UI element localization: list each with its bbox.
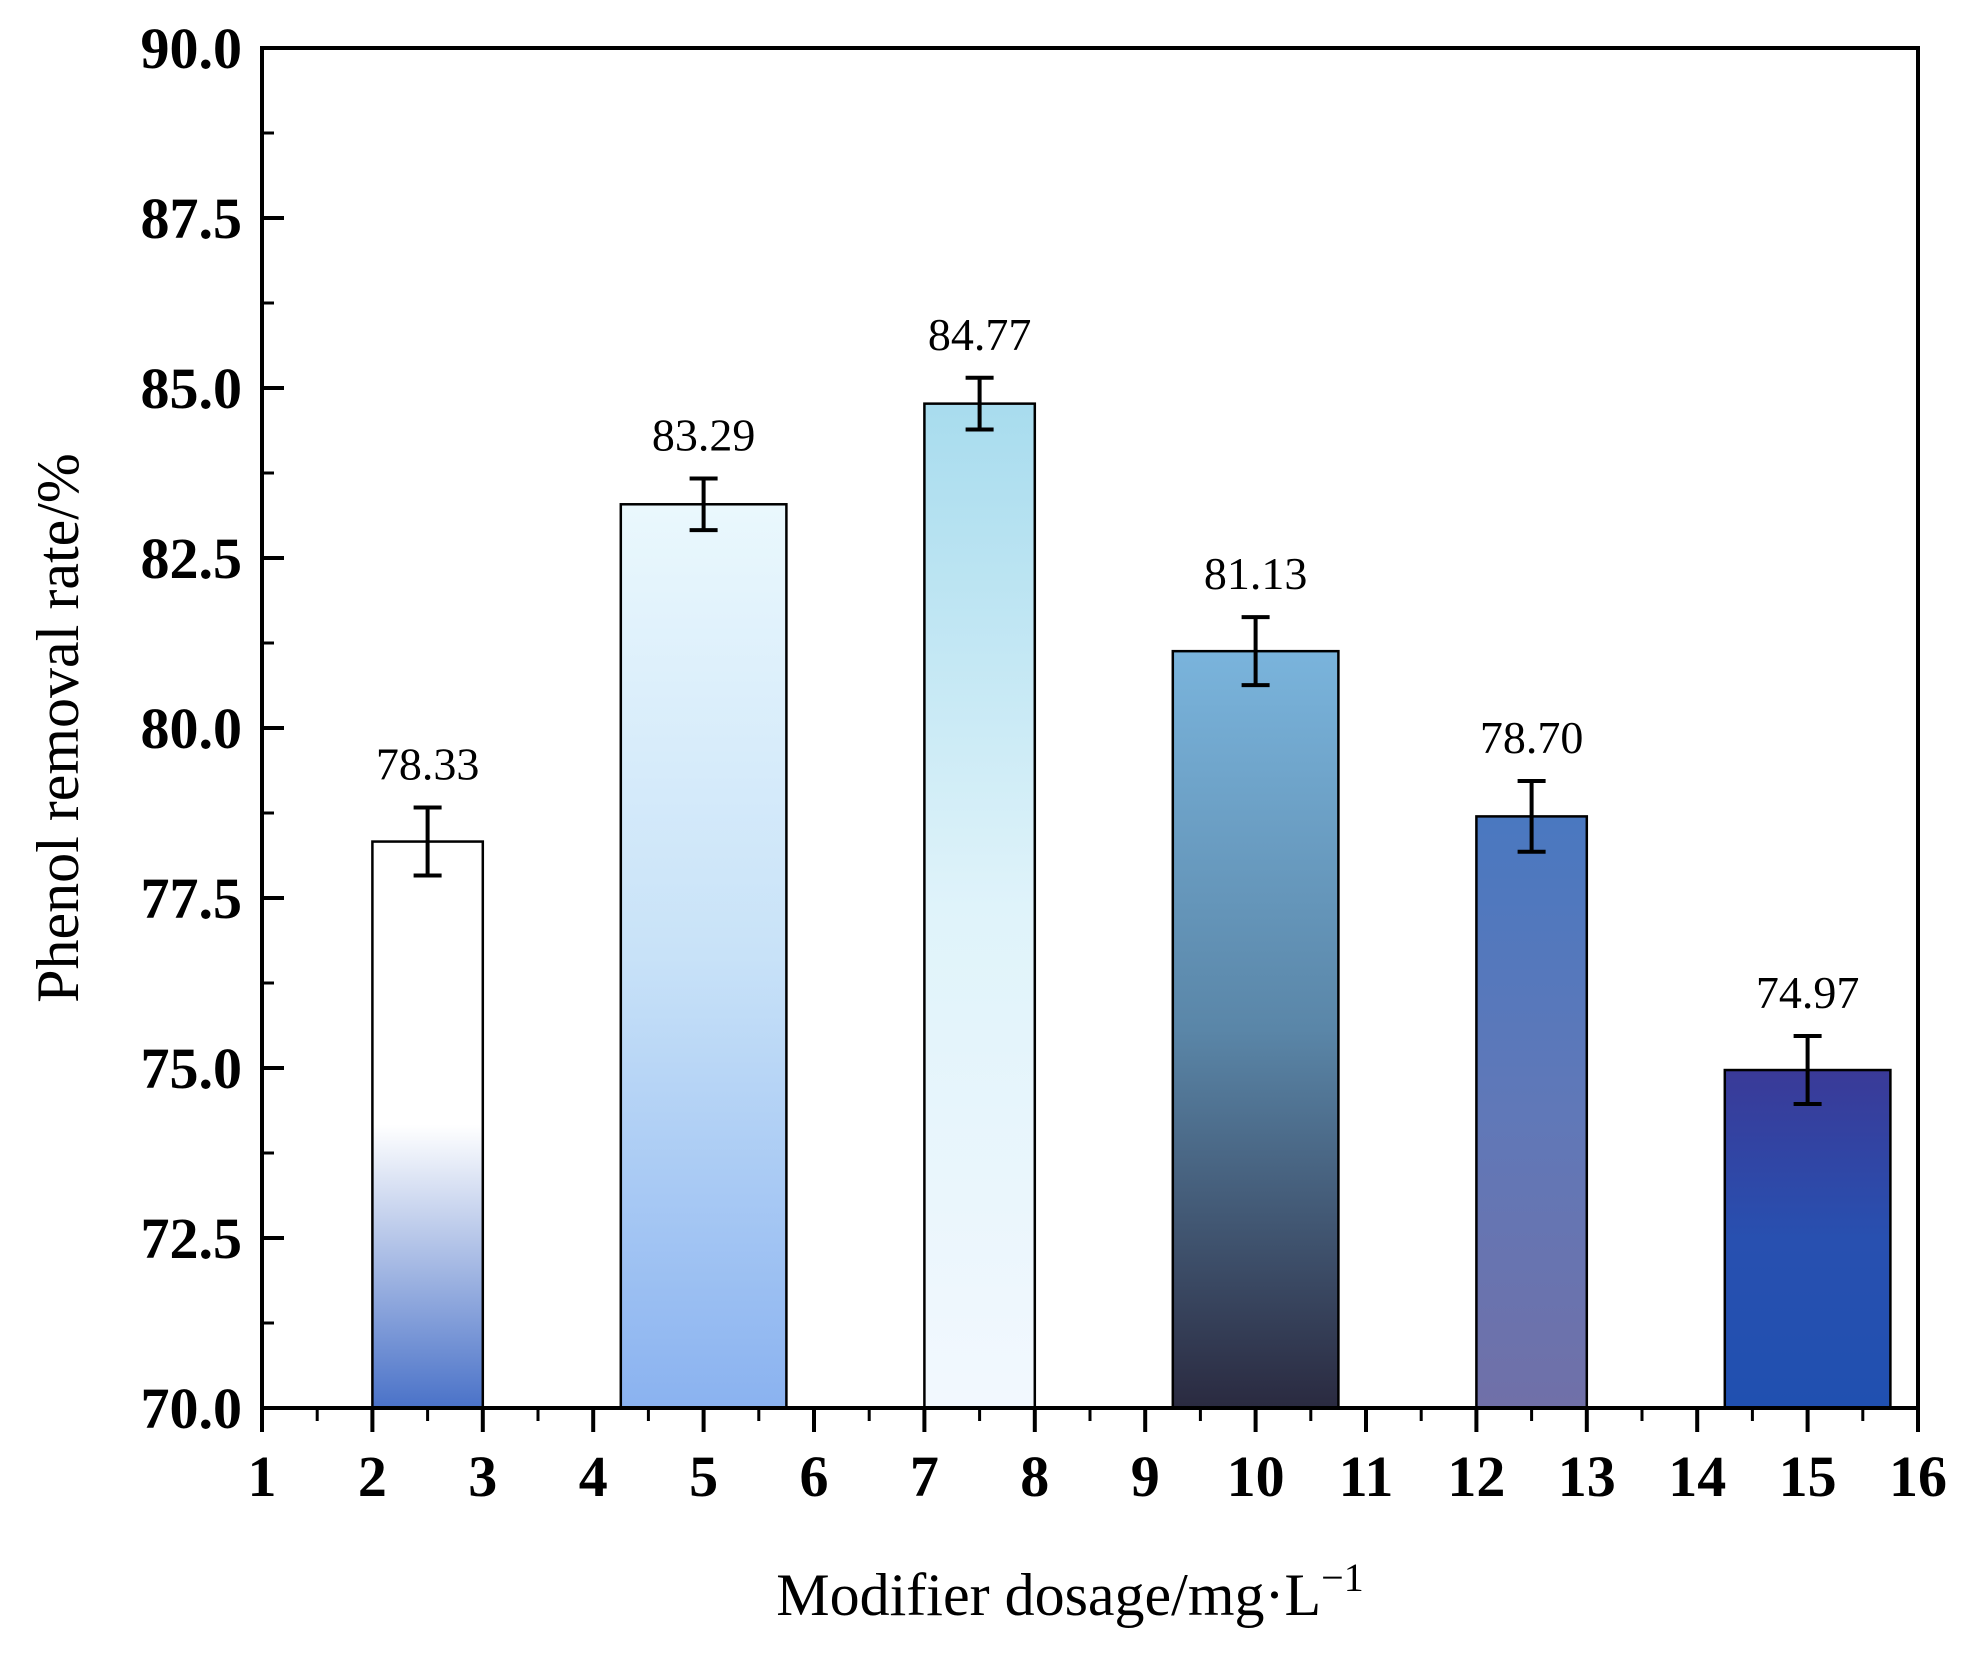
y-tick-label: 90.0	[141, 16, 243, 81]
bar-2	[619, 503, 788, 1410]
axes-layer: 70.072.575.077.580.082.585.087.590.01 2 3 4…	[141, 16, 1948, 1509]
bar-value-label-3: 84.77	[928, 309, 1032, 360]
x-axis-title-superscript: −1	[1321, 1555, 1364, 1600]
error-bars-layer	[413, 375, 1822, 1107]
error-bar-6	[1793, 1034, 1822, 1107]
error-bar-4	[1241, 615, 1270, 688]
x-tick-label: 9	[1131, 1444, 1160, 1509]
error-bar-2	[689, 476, 718, 533]
x-axis-title: Modifier dosage/mg·L−1	[776, 1555, 1363, 1628]
x-tick-label: 15	[1779, 1444, 1837, 1509]
x-tick-label: 6	[800, 1444, 829, 1509]
x-tick-label: 2	[358, 1444, 387, 1509]
bars-layer	[371, 402, 1892, 1410]
x-tick-label: 5	[689, 1444, 718, 1509]
y-tick-label: 70.0	[141, 1376, 243, 1441]
bar-4	[1171, 649, 1340, 1410]
bar-value-label-4: 81.13	[1204, 548, 1308, 599]
x-tick-label: 1	[248, 1444, 277, 1509]
y-tick-label: 75.0	[141, 1036, 243, 1101]
error-bar-3	[965, 375, 994, 432]
x-tick-label: 7	[910, 1444, 939, 1509]
bar-value-label-6: 74.97	[1756, 967, 1860, 1018]
bar-5	[1475, 815, 1589, 1410]
y-tick-label: 82.5	[141, 526, 243, 591]
x-tick-label: 10	[1227, 1444, 1285, 1509]
y-tick-label: 72.5	[141, 1206, 243, 1271]
x-tick-label: 11	[1339, 1444, 1394, 1509]
x-axis-title-main: Modifier dosage/mg·L	[776, 1562, 1321, 1628]
x-tick-label: 14	[1668, 1444, 1726, 1509]
error-bar-5	[1517, 779, 1546, 854]
x-tick-label: 16	[1889, 1444, 1947, 1509]
x-tick-label: 3	[468, 1444, 497, 1509]
error-bar-1	[413, 805, 442, 878]
y-axis-title: Phenol removal rate/%	[25, 453, 91, 1003]
plot-frame	[260, 46, 1920, 1410]
bar-6	[1723, 1068, 1892, 1410]
y-tick-label: 77.5	[141, 866, 243, 931]
y-tick-label: 85.0	[141, 356, 243, 421]
y-tick-label: 80.0	[141, 696, 243, 761]
bar-value-label-2: 83.29	[652, 409, 756, 460]
x-tick-label: 13	[1558, 1444, 1616, 1509]
x-tick-label: 12	[1447, 1444, 1505, 1509]
bar-value-label-1: 78.33	[376, 739, 480, 790]
y-tick-label: 87.5	[141, 186, 243, 251]
x-tick-label: 8	[1020, 1444, 1049, 1509]
bar-value-label-5: 78.70	[1480, 712, 1584, 763]
x-tick-label: 4	[579, 1444, 608, 1509]
bar-3	[923, 402, 1037, 1410]
value-labels-layer: 78.33 83.29 84.77 81.13 78.70 74.97	[376, 309, 1860, 1018]
bar-1	[371, 840, 485, 1410]
